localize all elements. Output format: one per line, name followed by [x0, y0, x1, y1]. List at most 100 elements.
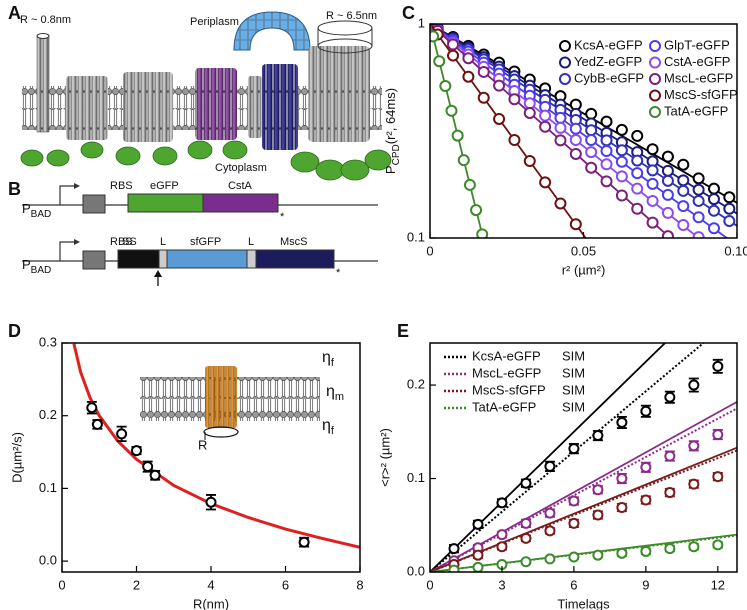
data-point: [462, 70, 475, 83]
legend-label: KcsA-eGFP: [472, 348, 541, 363]
y-tick-label: 0.1: [407, 470, 425, 485]
eta-sub: m: [335, 391, 344, 403]
data-point: [631, 167, 644, 180]
promoter-arrow: [74, 239, 80, 245]
x-tick-label: 0: [58, 577, 65, 592]
radius-cylinder: [317, 20, 373, 36]
x-tick-label: 9: [642, 577, 649, 592]
sfgfp-arch: [233, 11, 311, 51]
data-point: [677, 174, 690, 187]
promoter-arrow: [59, 185, 74, 205]
x-tick-label: 0: [426, 577, 433, 592]
data-point: [631, 154, 644, 167]
data-point: [692, 211, 705, 224]
x-tick-label: 0.10: [724, 243, 747, 258]
data-point: [616, 473, 628, 485]
data-point: [477, 65, 490, 78]
data-point: [520, 517, 532, 529]
gfp: [46, 149, 70, 167]
data-point: [493, 112, 506, 125]
data-point: [470, 204, 483, 217]
legend-label: CybB-eGFP: [574, 70, 644, 85]
small-channel: [36, 35, 50, 133]
data-point: [631, 202, 644, 215]
data-point: [723, 191, 736, 204]
data-point: [615, 155, 628, 168]
gfp: [80, 141, 104, 159]
data-point: [523, 106, 536, 119]
data-point: [508, 134, 521, 147]
construct-diagram: [22, 183, 378, 286]
x-tick-label: 6: [570, 577, 577, 592]
y-tick-label: 0.1: [39, 480, 57, 495]
channel-top: [36, 33, 50, 39]
gene-label: MscS: [280, 236, 308, 248]
data-point: [520, 477, 532, 489]
legend-marker: [649, 89, 661, 102]
gfp-group: [20, 140, 392, 181]
data-point: [86, 402, 98, 414]
data-point: [592, 549, 604, 561]
data-point: [568, 443, 580, 455]
data-point: [688, 541, 700, 553]
eta: η: [322, 417, 331, 434]
data-point: [585, 161, 598, 174]
gfp: [20, 149, 44, 167]
data-point: [677, 200, 690, 213]
data-point: [439, 80, 452, 93]
gene-label: CstA: [228, 180, 253, 192]
data-point: [554, 121, 567, 134]
data-point: [707, 204, 720, 217]
data-point: [640, 461, 652, 473]
data-point: [91, 418, 103, 430]
gene-label: sfGFP: [190, 236, 221, 248]
data-point: [688, 478, 700, 490]
gfp: [152, 146, 178, 166]
data-point: [707, 193, 720, 206]
data-point: [592, 430, 604, 442]
data-point: [448, 543, 460, 555]
radius-cylinder: [317, 28, 373, 46]
legend-label: KcsA-eGFP: [574, 37, 643, 52]
data-point: [600, 115, 613, 128]
region-label: Periplasm: [190, 16, 239, 28]
y-axis-label: D(µm²/s): [9, 432, 24, 483]
data-point: [664, 391, 676, 403]
data-point: [569, 122, 582, 135]
ss-box: [117, 249, 160, 269]
legend-sim-label: SIM: [562, 382, 585, 397]
legend-sim-label: SIM: [562, 399, 585, 414]
protein-mscS: [262, 64, 298, 150]
sim-line: [430, 449, 737, 572]
data-point: [677, 158, 690, 171]
data-point: [615, 170, 628, 183]
data-point: [539, 109, 552, 122]
x-tick-label: 2: [133, 577, 140, 592]
data-point: [640, 545, 652, 557]
inset-membrane: [140, 366, 320, 440]
data-point: [451, 129, 464, 142]
gfp: [340, 159, 370, 181]
eta-sub: f: [331, 425, 335, 437]
data-point: [646, 194, 659, 207]
data-point: [646, 177, 659, 190]
data-point: [523, 97, 536, 110]
data-point: [661, 230, 674, 238]
x-tick-label: 8: [356, 577, 363, 592]
region-label: Cytoplasm: [215, 162, 267, 174]
data-point: [569, 147, 582, 160]
data-point: [592, 509, 604, 521]
y-axis-label: PCPD(r², 64ms): [383, 88, 401, 174]
y-tick-label: 0.2: [39, 407, 57, 422]
data-point: [554, 197, 567, 210]
protein: [248, 76, 262, 138]
x-axis-label: r² (µm²): [562, 262, 606, 277]
data-point: [585, 134, 598, 147]
legend-label: TatA-eGFP: [664, 103, 728, 118]
sim-line: [430, 343, 705, 572]
data-point: [688, 440, 700, 452]
gfp: [315, 159, 345, 181]
ylabel-rest: (r², 64ms): [383, 88, 398, 144]
panel-label: B: [8, 179, 21, 199]
data-point: [661, 150, 674, 163]
